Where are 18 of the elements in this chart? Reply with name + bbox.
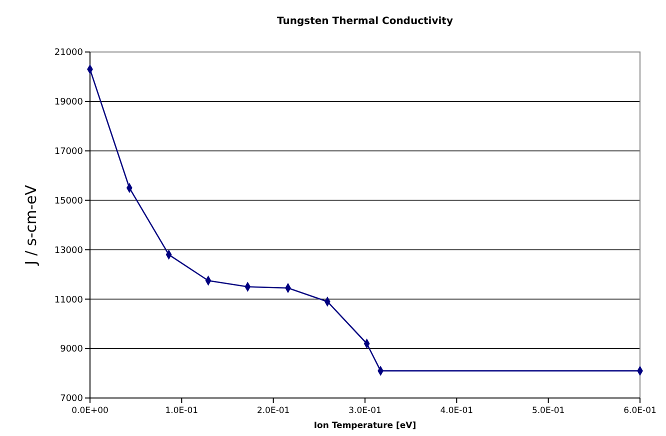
x-axis-title: Ion Temperature [eV]	[314, 421, 416, 431]
x-tick-label: 0.0E+00	[72, 406, 108, 416]
y-axis-title: J / s-cm-eV	[22, 184, 40, 266]
x-tick-label: 3.0E-01	[348, 406, 382, 416]
chart-title: Tungsten Thermal Conductivity	[277, 16, 454, 27]
y-tick-label: 9000	[60, 344, 84, 355]
x-tick-label: 4.0E-01	[440, 406, 474, 416]
y-tick-label: 17000	[54, 147, 84, 158]
y-tick-label: 13000	[54, 246, 84, 256]
y-tick-label: 11000	[54, 295, 84, 306]
y-tick-label: 7000	[60, 394, 84, 404]
x-tick-label: 5.0E-01	[532, 406, 565, 416]
x-tick-label: 1.0E-01	[165, 406, 198, 416]
y-tick-label: 21000	[54, 48, 84, 58]
x-tick-label: 6.0E-01	[624, 406, 656, 416]
y-tick-label: 19000	[54, 98, 84, 108]
x-tick-label: 2.0E-01	[256, 406, 290, 416]
y-tick-label: 15000	[54, 196, 84, 206]
